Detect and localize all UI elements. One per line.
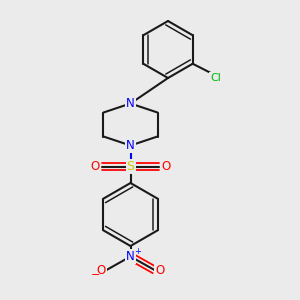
Text: O: O xyxy=(155,263,164,277)
Text: O: O xyxy=(91,160,100,173)
Text: +: + xyxy=(134,248,140,256)
Text: −: − xyxy=(90,270,100,280)
Text: O: O xyxy=(97,263,106,277)
Text: N: N xyxy=(126,139,135,152)
Text: N: N xyxy=(126,97,135,110)
Text: O: O xyxy=(161,160,170,173)
Text: Cl: Cl xyxy=(210,73,221,82)
Text: S: S xyxy=(127,160,134,173)
Text: N: N xyxy=(126,250,135,263)
